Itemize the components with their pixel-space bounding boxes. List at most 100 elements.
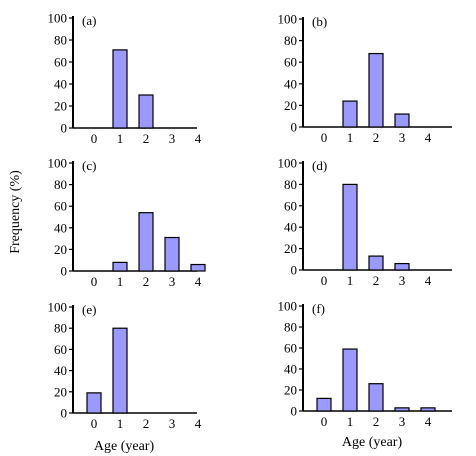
y-tick-label: 0 bbox=[61, 264, 68, 279]
bar-1 bbox=[112, 49, 128, 129]
x-axis-title-left: Age (year) bbox=[94, 439, 155, 454]
y-tick-label: 60 bbox=[54, 55, 67, 70]
y-tick-label: 100 bbox=[48, 156, 68, 171]
y-tick-label: 20 bbox=[54, 242, 67, 257]
y-tick-label: 100 bbox=[278, 12, 298, 27]
panel-2: 0 20 40 60 80 100 0 1 2 3 4 (b) bbox=[278, 12, 452, 145]
x-tick-label: 3 bbox=[169, 274, 176, 289]
y-tick-label: 0 bbox=[291, 263, 298, 278]
y-tick-label: 80 bbox=[54, 177, 67, 192]
x-tick-label: 1 bbox=[117, 274, 124, 289]
bar-3 bbox=[394, 113, 410, 128]
y-tick-label: 80 bbox=[284, 177, 297, 192]
panel-3: 0 20 40 60 80 100 0 1 2 3 4 (c) bbox=[48, 156, 206, 289]
y-tick-label: 20 bbox=[284, 98, 297, 113]
y-tick-label: 80 bbox=[284, 320, 297, 335]
bar-2 bbox=[138, 212, 154, 272]
x-tick-label: 0 bbox=[91, 274, 98, 289]
panel-5: 0 20 40 60 80 100 0 1 2 3 4 (e) bbox=[48, 300, 202, 432]
bar-2 bbox=[368, 383, 384, 412]
panel-label: (d) bbox=[312, 158, 327, 173]
panel-label: (e) bbox=[82, 302, 96, 317]
bar-1 bbox=[342, 348, 358, 412]
y-tick-label: 20 bbox=[54, 99, 67, 114]
y-tick-label: 40 bbox=[284, 76, 297, 91]
y-tick-label: 20 bbox=[54, 384, 67, 399]
y-tick-label: 0 bbox=[291, 120, 298, 135]
y-tick-label: 40 bbox=[54, 363, 67, 378]
bar-2 bbox=[368, 255, 384, 271]
x-tick-label: 1 bbox=[117, 131, 124, 146]
y-axis-title: Frequency (%) bbox=[8, 170, 23, 254]
y-tick-label: 40 bbox=[54, 77, 67, 92]
bar-3 bbox=[394, 407, 410, 412]
x-tick-label: 4 bbox=[425, 273, 432, 288]
bar-0 bbox=[316, 397, 332, 412]
y-tick-label: 0 bbox=[61, 406, 68, 421]
x-tick-label: 2 bbox=[373, 273, 380, 288]
x-tick-label: 1 bbox=[117, 416, 124, 431]
y-tick-label: 20 bbox=[284, 383, 297, 398]
x-tick-label: 3 bbox=[399, 414, 406, 429]
panel-4: 0 20 40 60 80 100 0 1 2 3 4 (d) bbox=[278, 156, 452, 288]
y-tick-label: 0 bbox=[291, 404, 298, 419]
y-tick-label: 60 bbox=[284, 55, 297, 70]
bar-1 bbox=[342, 100, 358, 128]
x-tick-label: 3 bbox=[399, 130, 406, 145]
x-tick-label: 4 bbox=[425, 130, 432, 145]
bar-1 bbox=[112, 261, 128, 272]
x-axis-title-right: Age (year) bbox=[342, 435, 403, 450]
panel-label: (a) bbox=[82, 13, 96, 28]
y-tick-label: 60 bbox=[284, 341, 297, 356]
x-tick-label: 4 bbox=[425, 414, 432, 429]
x-tick-label: 3 bbox=[169, 131, 176, 146]
panel-label: (c) bbox=[82, 158, 96, 173]
y-tick-label: 40 bbox=[284, 220, 297, 235]
x-tick-label: 2 bbox=[373, 414, 380, 429]
x-tick-label: 4 bbox=[195, 274, 202, 289]
x-tick-label: 4 bbox=[195, 416, 202, 431]
bar-4 bbox=[420, 407, 436, 412]
x-tick-label: 2 bbox=[373, 130, 380, 145]
y-tick-label: 80 bbox=[54, 33, 67, 48]
x-tick-label: 4 bbox=[195, 131, 202, 146]
y-tick-label: 60 bbox=[54, 199, 67, 214]
bar-1 bbox=[342, 183, 358, 271]
y-tick-label: 60 bbox=[54, 342, 67, 357]
x-tick-label: 1 bbox=[347, 414, 354, 429]
y-tick-label: 40 bbox=[54, 220, 67, 235]
x-tick-label: 2 bbox=[143, 131, 150, 146]
x-tick-label: 1 bbox=[347, 273, 354, 288]
y-tick-label: 80 bbox=[284, 33, 297, 48]
y-tick-label: 20 bbox=[284, 241, 297, 256]
y-tick-label: 100 bbox=[278, 299, 298, 314]
y-tick-label: 0 bbox=[61, 121, 68, 136]
y-tick-label: 100 bbox=[48, 300, 68, 315]
y-tick-label: 60 bbox=[284, 198, 297, 213]
x-tick-label: 0 bbox=[321, 273, 328, 288]
x-tick-label: 1 bbox=[347, 130, 354, 145]
x-tick-label: 2 bbox=[143, 274, 150, 289]
panel-label: (b) bbox=[312, 14, 327, 29]
bar-4 bbox=[190, 263, 206, 272]
bar-0 bbox=[86, 392, 102, 414]
x-tick-label: 0 bbox=[321, 414, 328, 429]
x-tick-label: 0 bbox=[91, 131, 98, 146]
x-tick-label: 2 bbox=[143, 416, 150, 431]
bar-2 bbox=[138, 94, 154, 129]
bar-3 bbox=[394, 262, 410, 271]
y-tick-label: 40 bbox=[284, 362, 297, 377]
panel-1: 0 20 40 60 80 100 0 1 2 3 4 (a) bbox=[48, 11, 202, 147]
y-tick-label: 80 bbox=[54, 321, 67, 336]
bar-3 bbox=[164, 236, 180, 272]
x-tick-label: 0 bbox=[91, 416, 98, 431]
x-tick-label: 0 bbox=[321, 130, 328, 145]
x-tick-label: 3 bbox=[399, 273, 406, 288]
bar-2 bbox=[368, 52, 384, 128]
x-tick-label: 3 bbox=[169, 416, 176, 431]
y-tick-label: 100 bbox=[278, 156, 298, 171]
panel-label: (f) bbox=[312, 301, 325, 316]
y-tick-label: 100 bbox=[48, 11, 68, 26]
